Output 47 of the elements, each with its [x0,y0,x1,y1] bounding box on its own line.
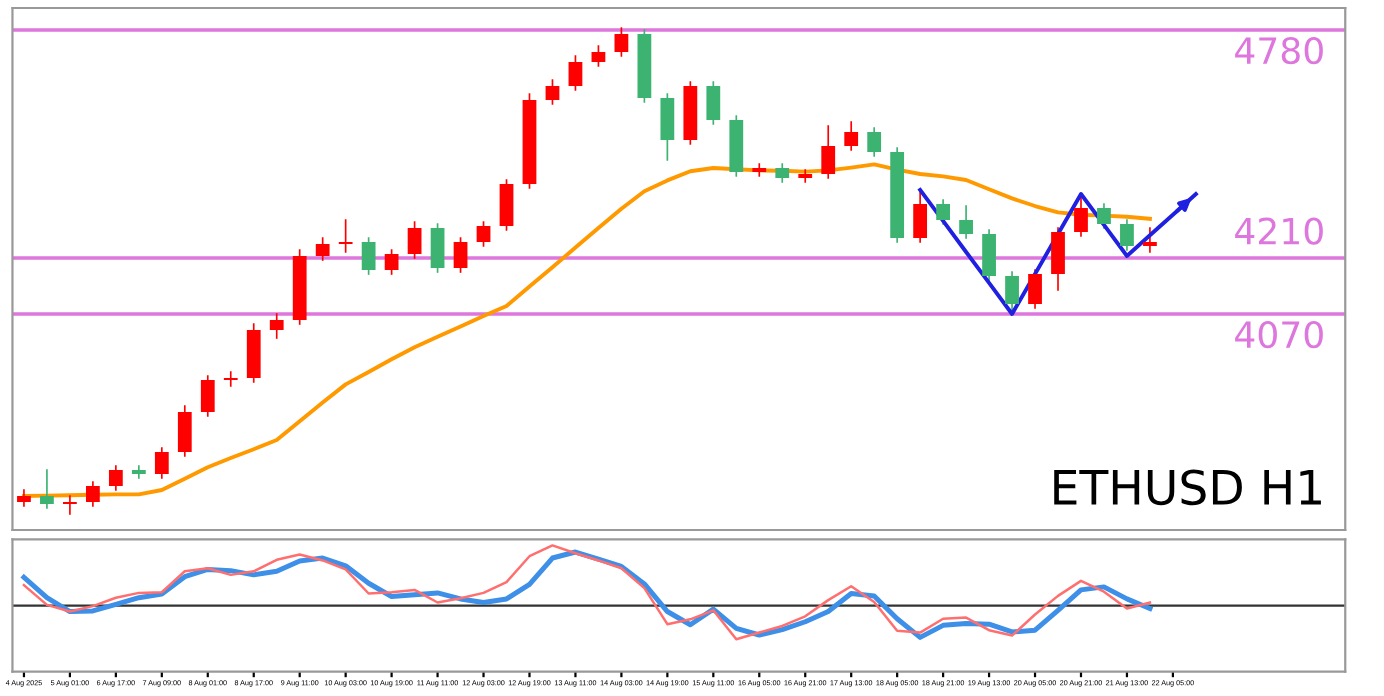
candlestick [821,125,836,179]
candlestick [798,169,813,183]
candlestick [913,189,928,243]
candlestick [85,481,100,507]
candlestick [108,465,123,491]
candlestick [384,249,399,275]
candlestick [775,163,790,183]
candlestick [660,93,675,161]
candlestick [246,323,261,383]
candlestick [568,55,583,91]
candlestick [154,447,169,479]
candlestick [706,81,721,125]
candlestick [959,205,973,239]
candlestick [430,223,445,273]
candlestick [338,219,353,253]
candlestick [1097,203,1111,229]
candlestick [499,179,514,231]
ref-line-label: 4070 [1235,320,1323,349]
candlestick [844,121,859,151]
candlestick [315,237,330,261]
candlestick [223,371,238,387]
candlestick [453,237,468,273]
candlestick [982,229,996,281]
candlestick [200,375,215,417]
ref-line-label: 4210 [1235,217,1323,245]
candlestick [1074,193,1088,237]
candlestick [867,127,882,157]
candlestick [1120,219,1134,251]
candlestick [1028,269,1042,309]
annotation: ETHUSD H1 [1054,469,1321,506]
candlestick [361,237,376,275]
candlestick [1005,271,1019,315]
candlestick [177,405,192,457]
candlestick [1143,227,1157,253]
candlestick [407,221,422,259]
candlestick [614,27,629,57]
candlestick [591,45,606,67]
candlestick [476,221,491,247]
candlestick [545,79,560,105]
candlestick [752,163,767,177]
candlestick [269,313,284,339]
candlestick [40,469,54,509]
candlestick [63,495,77,515]
candlestick [131,465,146,479]
candlestick [936,199,951,225]
ref-line-label: 4780 [1235,36,1323,65]
candlestick [1051,227,1065,291]
